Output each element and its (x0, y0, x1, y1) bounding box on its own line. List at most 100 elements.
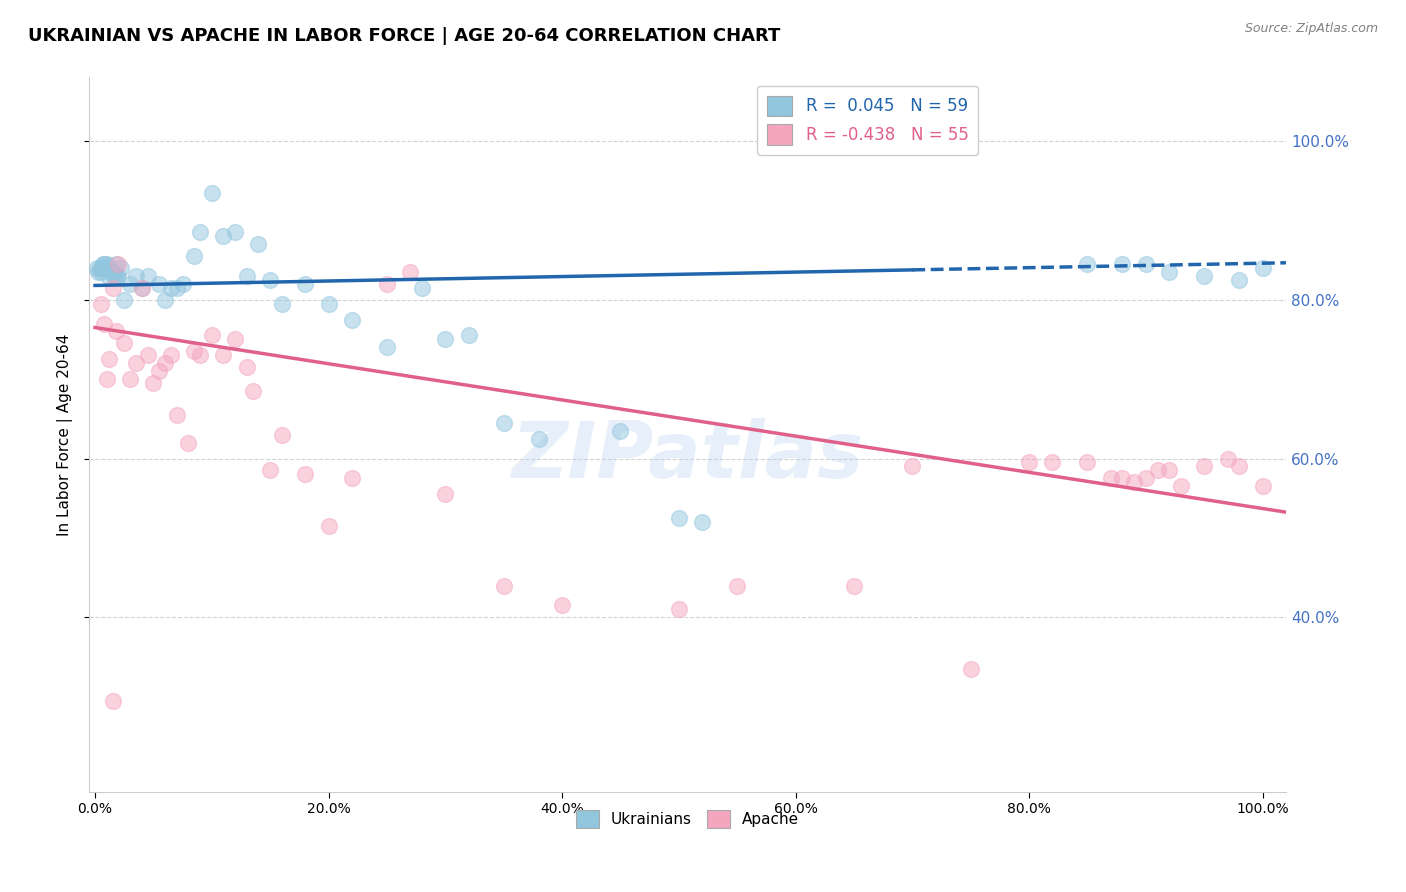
Point (107, 268, 129, 283)
Point (492, 578, 515, 592)
Point (1018, 455, 1040, 469)
Point (270, 427, 292, 442)
Point (294, 467, 316, 482)
Point (94, 260, 117, 275)
Point (172, 277, 194, 291)
Point (98, 352, 121, 367)
Point (690, 515, 713, 529)
Point (153, 356, 176, 370)
Point (96, 372, 118, 386)
Point (294, 277, 316, 291)
Point (1170, 479, 1192, 493)
Point (104, 268, 127, 283)
Point (270, 296, 292, 310)
Point (90, 265, 112, 279)
Point (434, 487, 457, 501)
Point (118, 277, 141, 291)
Point (110, 260, 132, 275)
Point (1076, 257, 1098, 271)
Point (100, 265, 122, 279)
Point (166, 281, 188, 295)
Point (112, 293, 135, 307)
Point (725, 578, 748, 592)
Point (457, 328, 479, 343)
Point (93, 317, 115, 331)
Text: Source: ZipAtlas.com: Source: ZipAtlas.com (1244, 22, 1378, 36)
Point (1146, 463, 1168, 477)
Point (125, 268, 148, 283)
Point (96, 257, 118, 271)
Point (1227, 459, 1250, 474)
Point (1111, 471, 1133, 485)
Point (183, 249, 205, 263)
Point (188, 348, 211, 362)
Point (201, 328, 224, 343)
Point (375, 277, 398, 291)
Point (1135, 471, 1157, 485)
Point (136, 268, 159, 283)
Point (411, 281, 433, 295)
Point (183, 344, 205, 359)
Point (118, 372, 141, 386)
Y-axis label: In Labor Force | Age 20-64: In Labor Force | Age 20-64 (58, 334, 73, 536)
Point (399, 265, 422, 279)
Point (103, 268, 125, 283)
Point (375, 340, 398, 354)
Point (142, 376, 165, 390)
Point (1192, 268, 1215, 283)
Point (98, 260, 121, 275)
Point (259, 463, 281, 477)
Point (318, 519, 340, 533)
Point (242, 384, 264, 398)
Text: ZIPatlas: ZIPatlas (512, 418, 863, 494)
Point (101, 281, 124, 295)
Point (901, 137, 924, 152)
Point (1159, 463, 1181, 477)
Point (201, 186, 224, 200)
Point (1042, 455, 1064, 469)
Point (901, 459, 924, 474)
Point (125, 356, 148, 370)
Point (101, 693, 124, 707)
Point (340, 471, 363, 485)
Point (842, 578, 865, 592)
Point (492, 416, 515, 430)
Point (1123, 475, 1146, 490)
Point (87, 265, 110, 279)
Point (131, 281, 153, 295)
Point (177, 435, 200, 450)
Point (97, 268, 120, 283)
Point (105, 257, 128, 271)
Point (1135, 257, 1157, 271)
Point (1076, 455, 1098, 469)
Point (1251, 479, 1274, 493)
Point (166, 408, 188, 422)
Legend: Ukrainians, Apache: Ukrainians, Apache (569, 804, 806, 834)
Point (609, 424, 631, 438)
Point (527, 432, 550, 446)
Point (1159, 265, 1181, 279)
Point (434, 333, 457, 347)
Point (148, 364, 170, 378)
Point (236, 268, 259, 283)
Point (105, 325, 128, 339)
Point (1251, 260, 1274, 275)
Point (90, 296, 112, 310)
Point (340, 312, 363, 326)
Point (318, 296, 340, 310)
Point (236, 360, 259, 375)
Point (259, 273, 281, 287)
Point (1099, 471, 1122, 485)
Point (212, 229, 235, 244)
Point (86, 260, 108, 275)
Point (1192, 459, 1215, 474)
Point (224, 225, 246, 239)
Point (93, 257, 115, 271)
Point (98, 260, 121, 275)
Point (160, 281, 183, 295)
Point (188, 225, 211, 239)
Point (91, 257, 114, 271)
Point (668, 511, 690, 525)
Text: UKRAINIAN VS APACHE IN LABOR FORCE | AGE 20-64 CORRELATION CHART: UKRAINIAN VS APACHE IN LABOR FORCE | AGE… (28, 27, 780, 45)
Point (136, 348, 159, 362)
